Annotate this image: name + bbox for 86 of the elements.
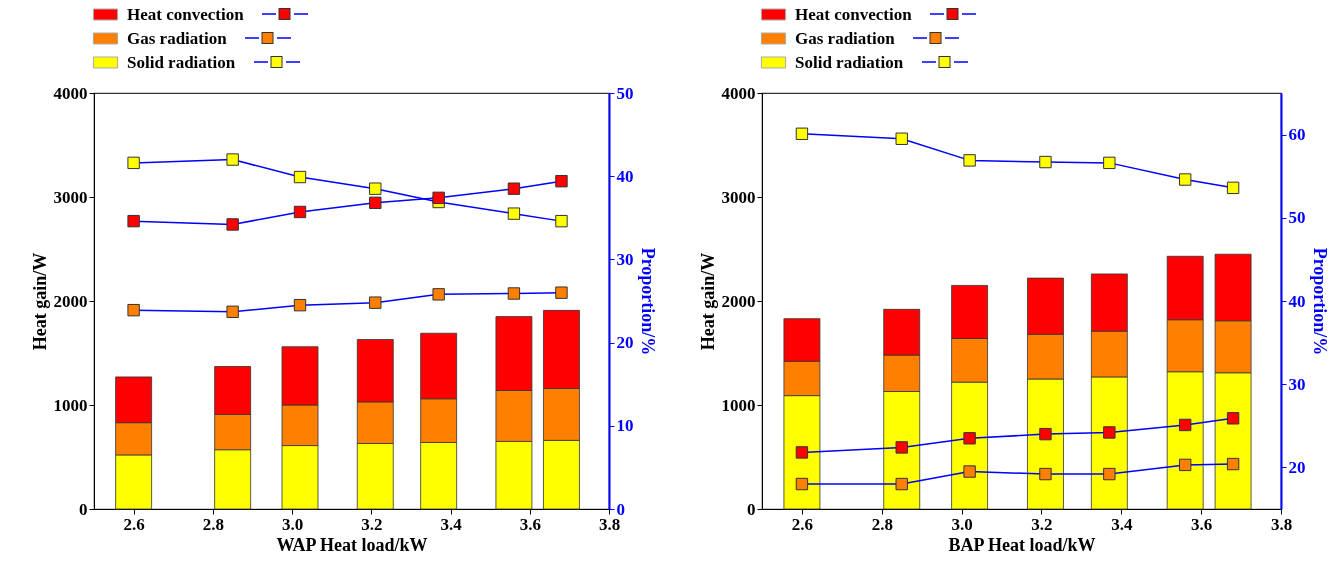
y-tick-label: 1000 [53,395,88,415]
point [555,286,568,299]
point [555,214,568,228]
y2-axis-title: Proportion/% [1309,247,1330,356]
point [226,153,239,166]
point [1226,181,1240,195]
legend-label: Heat convection [795,4,913,24]
point [432,288,445,301]
legend-label: Gas radiation [127,28,228,48]
point [1103,426,1116,439]
x-tick-label: 2.8 [202,514,224,534]
y-tick-label: 4000 [53,83,88,103]
x-tick-label: 3.8 [1270,514,1293,534]
point [1178,418,1192,432]
point [293,298,307,312]
y2-tick-label: 20 [1288,457,1306,477]
y2-tick-label: 60 [1288,125,1306,145]
legend-label: Heat convection [127,4,245,24]
legend-label: Solid radiation [127,52,236,72]
y2-tick-label: 30 [616,249,634,269]
point [293,170,307,184]
y2-tick-label: 20 [616,333,634,353]
point [795,446,809,459]
point [1103,467,1116,481]
point [895,132,908,145]
point [293,205,307,219]
point [507,182,521,195]
point [963,465,976,478]
x-tick-label: 3.0 [951,514,973,534]
point [963,154,976,167]
point [432,191,445,205]
y2-tick-label: 10 [616,416,634,436]
point [1178,458,1192,472]
point [369,182,382,195]
point [1178,173,1192,186]
point [226,305,239,319]
point [895,477,908,491]
point [1039,467,1052,481]
y-tick-label: 3000 [721,187,756,207]
point [795,127,809,140]
y2-tick-label: 50 [616,83,634,103]
point [1226,457,1240,471]
x-tick-label: 3.6 [519,514,541,534]
y-axis-title: Heat gain/W [697,252,718,351]
point [369,196,382,210]
point [1039,155,1052,169]
y2-axis-title: Proportion/% [637,247,658,356]
y-axis-title: Heat gain/W [29,252,50,351]
x-tick-label: 3.6 [1191,514,1213,534]
point [127,156,140,170]
x-tick-label: 3.2 [1031,514,1053,534]
x-tick-label: 3.4 [1111,514,1133,534]
y-tick-label: 4000 [721,83,756,103]
x-tick-label: 3.2 [361,514,383,534]
y-tick-label: 0 [747,499,756,519]
x-tick-label: 3.0 [281,514,304,534]
y-tick-label: 2000 [53,291,88,311]
legend-label: Gas radiation [795,28,896,48]
point [1103,156,1116,170]
point [127,303,140,317]
y-tick-label: 0 [79,499,88,519]
point [963,432,976,445]
point [555,174,568,188]
point [226,218,239,231]
y-tick-label: 2000 [721,291,756,311]
y-tick-label: 3000 [53,187,88,207]
y2-tick-label: 40 [1288,291,1306,311]
x-axis-title: WAP Heat load/kW [276,534,428,555]
point [1226,412,1240,425]
y2-tick-label: 40 [616,166,634,186]
x-tick-label: 2.6 [791,514,814,534]
point [127,214,140,228]
point [895,441,908,454]
y-tick-label: 1000 [721,395,756,415]
x-tick-label: 2.6 [123,514,145,534]
point [795,477,809,491]
x-tick-label: 2.8 [871,514,893,534]
x-axis-title: BAP Heat load/kW [948,534,1096,555]
legend-label: Solid radiation [795,52,904,72]
point [507,207,521,220]
x-tick-label: 3.4 [440,514,463,534]
point [369,296,382,309]
y2-tick-label: 50 [1288,208,1306,228]
point [1039,427,1052,441]
y2-tick-label: 30 [1288,374,1306,394]
point [507,287,521,300]
